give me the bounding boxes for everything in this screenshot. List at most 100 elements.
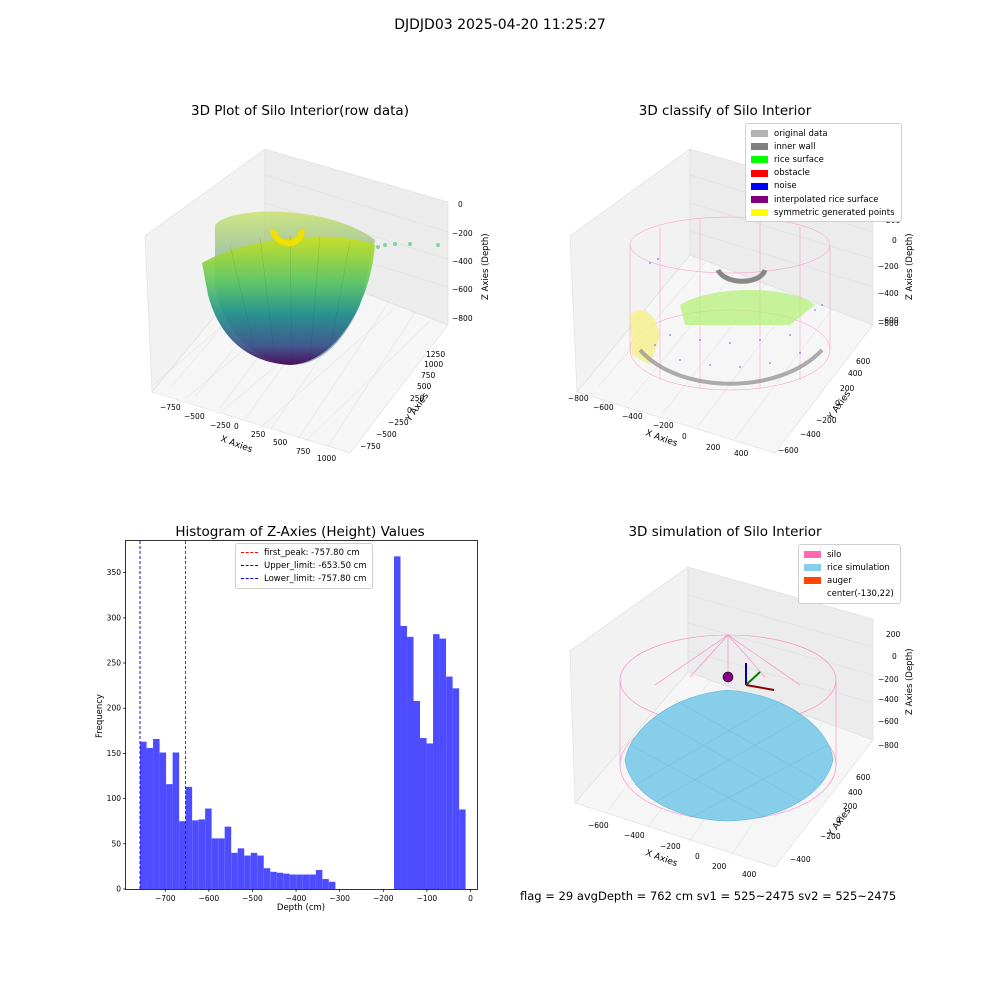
panel4-ytick-label: 400 [848,788,863,797]
legend-swatch [751,169,768,177]
panel1-scatter-points [376,242,440,249]
legend-line [241,552,258,554]
legend-swatch [751,209,768,217]
hist-bar [420,738,427,889]
panel1-ytick-label: 1000 [424,360,443,369]
hist-bar [283,873,290,889]
panel4-ytick-label: 0 [836,816,841,825]
panel4-zlabel: Z Axies (Depth) [905,648,915,715]
panel1-ytick-labels: −750 −500 −250 0 250 500 750 1000 1250 [360,350,445,451]
hist-bar [224,826,232,889]
hist-legend: first_peak: -757.80 cm Upper_limit: -653… [235,543,373,589]
panel4-xlabel: X Axies [644,848,679,869]
panel2-ztick-label: −600 [878,316,899,325]
panel2-xtick-label: 200 [706,443,721,452]
hist-ylabel: Frequency [95,694,105,738]
histogram-chart: −700 −600 −500 −400 −300 −200 −100 0 0 50 100 150 2… [95,540,478,913]
panel1-ytick-label: −500 [376,430,397,439]
legend-swatch [804,591,821,598]
legend-label: center(-130,22) [827,589,894,600]
panel2-zlabel: Z Axies (Depth) [905,233,915,300]
panel2-xtick-label: 400 [734,449,749,458]
panel1-ytick-label: −750 [360,442,381,451]
legend-entry: obstacle [751,167,895,180]
hist-bar [211,838,219,889]
hist-xlabel: Depth (cm) [277,903,325,913]
panel2-legend: original data inner wall rice surface ob… [745,123,902,223]
status-footer: flag = 29 avgDepth = 762 cm sv1 = 525~24… [520,889,897,903]
legend-entry: auger [804,574,894,587]
legend-label: Lower_limit: -757.80 cm [264,573,367,584]
panel1-ytick-label: 1250 [426,350,445,359]
hist-bar [276,872,284,889]
panel2-ylabel: Y Axies [826,389,854,422]
panel1-ztick-label: −800 [452,314,473,323]
hist-bar [166,784,173,889]
hist-bar [205,808,212,889]
panel1-xtick-labels: −750 −500 −250 0 250 500 750 1000 [160,403,336,463]
hist-xtick-label: −600 [199,894,220,903]
panel1-ztick-label: 0 [458,200,463,209]
hist-bar [192,820,199,889]
panel1-zlabel: Z Axies (Depth) [481,233,491,300]
hist-bar [315,870,323,889]
hist-bar [198,819,206,889]
panel2-3d-plot: −800 −600 −400 −200 0 200 400 X Axies −6… [568,148,915,458]
legend-entry: rice simulation [804,561,894,574]
legend-label: interpolated rice surface [774,194,879,205]
panel4-3d-plot: −600 −400 −200 0 200 400 X Axies −400 −2… [569,566,915,879]
panel2-inner-wall [638,348,824,386]
legend-label: silo [827,549,842,560]
hist-bar [250,852,258,889]
panel1-ytick-label: 500 [417,382,432,391]
hist-bars [140,556,466,889]
hist-bar [257,855,264,889]
panel1-bowl-front [202,236,375,365]
hist-ytick-label: 300 [107,613,122,622]
legend-entry: silo [804,548,894,561]
panel2-xtick-label: 0 [682,432,687,441]
legend-label: first_peak: -757.80 cm [264,547,360,558]
panel1-xtick-label: −500 [184,412,205,421]
panel1-ztick-label: −400 [452,257,473,266]
legend-entry: original data [751,127,895,140]
hist-ytick-label: 150 [107,749,122,758]
panel2-ztick-label: −800 [878,319,899,328]
legend-label: original data [774,128,828,139]
hist-xtick-label: −400 [286,894,307,903]
panel1-xtick-label: 750 [296,447,311,456]
panel2-auger [715,268,768,284]
legend-entry: symmetric generated points [751,206,895,219]
panel1-auger-points [270,229,305,247]
panel4-ztick-label: −400 [878,695,899,704]
hist-xtick-label: 0 [468,894,473,903]
panel4-ytick-label: 600 [856,773,871,782]
panel2-ytick-label: 200 [840,384,855,393]
panel4-xtick-label: −400 [624,831,645,840]
hist-bar [452,688,460,889]
legend-swatch [751,182,768,190]
panel1-ytick-label: 750 [421,371,436,380]
legend-entry: center(-130,22) [804,588,894,601]
panel1-title: 3D Plot of Silo Interior(row data) [191,103,409,119]
legend-swatch [751,196,768,204]
legend-label: auger [827,575,852,586]
hist-xtick-label: −100 [417,894,438,903]
legend-entry: Upper_limit: -653.50 cm [241,559,367,572]
legend-swatch [804,551,821,559]
legend-label: rice surface [774,154,824,165]
panel2-xtick-label: −600 [593,403,614,412]
panel4-center-marker [722,671,734,683]
hist-bar [263,868,271,889]
panel4-xtick-label: −600 [588,821,609,830]
panel4-ytick-label: 200 [843,802,858,811]
legend-label: symmetric generated points [774,207,895,218]
hist-xtick-label: −300 [329,894,350,903]
legend-entry: interpolated rice surface [751,193,895,206]
panel2-ytick-label: 0 [835,399,840,408]
legend-label: noise [774,181,797,192]
panel2-ytick-label: −600 [778,446,799,455]
hist-bar [237,848,245,889]
hist-ytick-label: 0 [116,885,121,894]
hist-bar [309,874,316,889]
